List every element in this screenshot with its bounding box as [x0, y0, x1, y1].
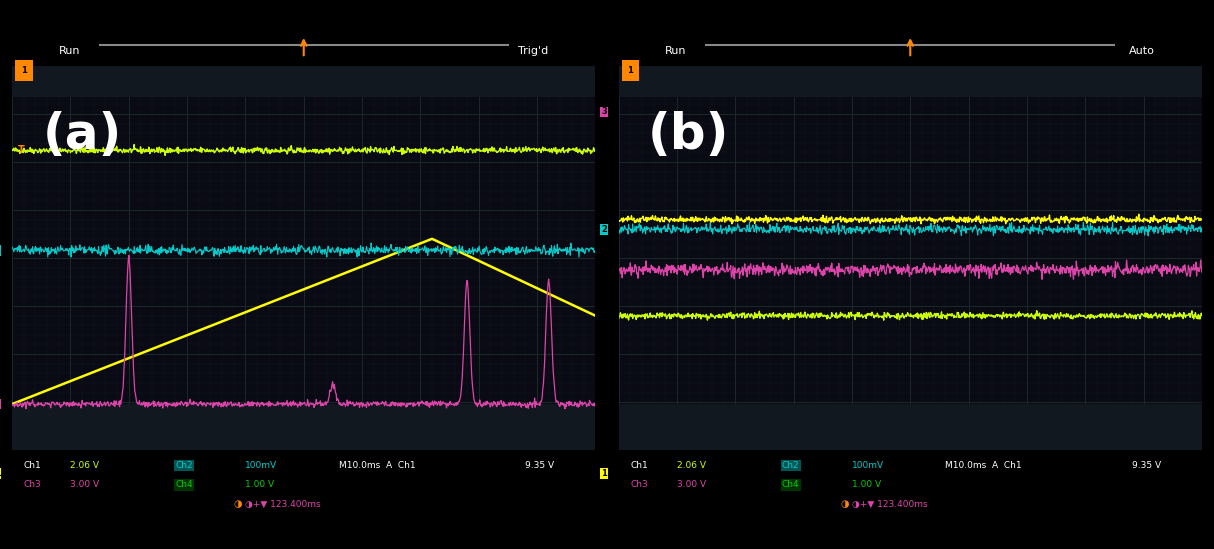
Text: Ch3: Ch3 [24, 480, 41, 489]
Text: (a): (a) [42, 111, 121, 159]
Text: Ch1: Ch1 [24, 461, 41, 470]
Text: Run: Run [665, 46, 687, 55]
Text: T: T [18, 145, 24, 155]
Text: Trig'd: Trig'd [518, 46, 549, 55]
Text: 1: 1 [21, 66, 27, 75]
Bar [619, 66, 1202, 97]
Text: ◑: ◑ [234, 499, 243, 509]
Text: 1.00 V: 1.00 V [245, 480, 274, 489]
Text: Ch4: Ch4 [176, 480, 193, 489]
Bar [15, 60, 33, 81]
Text: 9.35 V: 9.35 V [1131, 461, 1161, 470]
Text: 2: 2 [601, 225, 607, 234]
Bar [12, 404, 595, 450]
Text: M10.0ms  A  Ch1: M10.0ms A Ch1 [339, 461, 415, 470]
Text: 2.06 V: 2.06 V [70, 461, 100, 470]
Text: 3.00 V: 3.00 V [70, 480, 100, 489]
Text: ◑+▼ 123.400ms: ◑+▼ 123.400ms [245, 500, 320, 508]
Bar [619, 404, 1202, 450]
Text: 3.00 V: 3.00 V [677, 480, 707, 489]
Text: 9.35 V: 9.35 V [526, 461, 555, 470]
Bar [622, 60, 639, 81]
Text: 2.06 V: 2.06 V [677, 461, 707, 470]
Text: Ch4: Ch4 [782, 480, 800, 489]
Text: (b): (b) [648, 111, 730, 159]
Text: 1.00 V: 1.00 V [852, 480, 881, 489]
Bar [12, 66, 595, 97]
Text: Auto: Auto [1129, 46, 1156, 55]
Text: M10.0ms  A  Ch1: M10.0ms A Ch1 [946, 461, 1022, 470]
Text: Ch3: Ch3 [630, 480, 648, 489]
Text: Ch2: Ch2 [176, 461, 193, 470]
Text: Ch1: Ch1 [630, 461, 648, 470]
Text: Run: Run [58, 46, 80, 55]
Text: 100mV: 100mV [245, 461, 278, 470]
Text: 100mV: 100mV [852, 461, 884, 470]
Text: 3: 3 [601, 108, 607, 116]
Text: ◑: ◑ [840, 499, 849, 509]
Text: ◑+▼ 123.400ms: ◑+▼ 123.400ms [852, 500, 927, 508]
Text: 1: 1 [601, 469, 607, 478]
Text: Ch2: Ch2 [782, 461, 800, 470]
Text: 1: 1 [628, 66, 634, 75]
